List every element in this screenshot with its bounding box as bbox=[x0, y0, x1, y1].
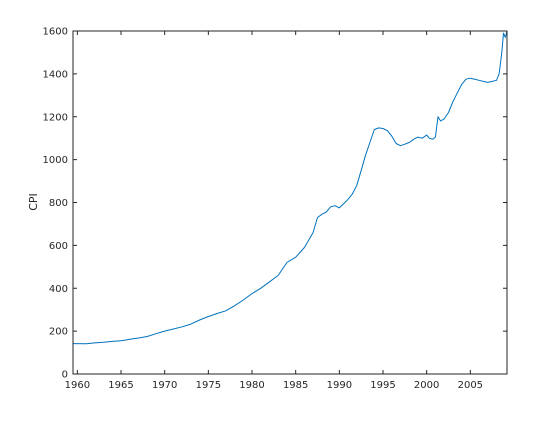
y-tick-label: 1200 bbox=[43, 112, 68, 123]
x-tick-label: 1975 bbox=[196, 380, 221, 391]
y-tick-label: 1600 bbox=[43, 27, 68, 38]
y-tick-label: 600 bbox=[49, 241, 68, 252]
y-axis-label: CPI bbox=[27, 193, 40, 211]
x-tick-label: 1985 bbox=[283, 380, 308, 391]
labels-layer: 1960 1965 1970 1975 1980 1985 1990 1995 2000 2005… bbox=[43, 27, 484, 392]
y-tick-label: 0 bbox=[62, 370, 68, 381]
plot-area bbox=[73, 31, 507, 374]
x-tick-label: 1965 bbox=[108, 380, 133, 391]
x-tick-label: 1970 bbox=[152, 380, 177, 391]
x-tick-label: 1980 bbox=[239, 380, 264, 391]
x-tick-label: 1960 bbox=[65, 380, 90, 391]
x-tick-label: 1995 bbox=[370, 380, 395, 391]
x-tick-label: 2000 bbox=[414, 380, 439, 391]
axes-box bbox=[72, 30, 508, 375]
y-tick-label: 800 bbox=[49, 198, 68, 209]
y-tick-label: 400 bbox=[49, 284, 68, 295]
x-tick-label: 1990 bbox=[327, 380, 352, 391]
series-line-cpi bbox=[72, 30, 508, 345]
series-layer bbox=[72, 30, 508, 345]
x-tick-label: 2005 bbox=[458, 380, 483, 391]
y-tick-label: 1400 bbox=[43, 69, 68, 80]
y-tick-label: 200 bbox=[49, 327, 68, 338]
y-tick-label: 1000 bbox=[43, 155, 68, 166]
